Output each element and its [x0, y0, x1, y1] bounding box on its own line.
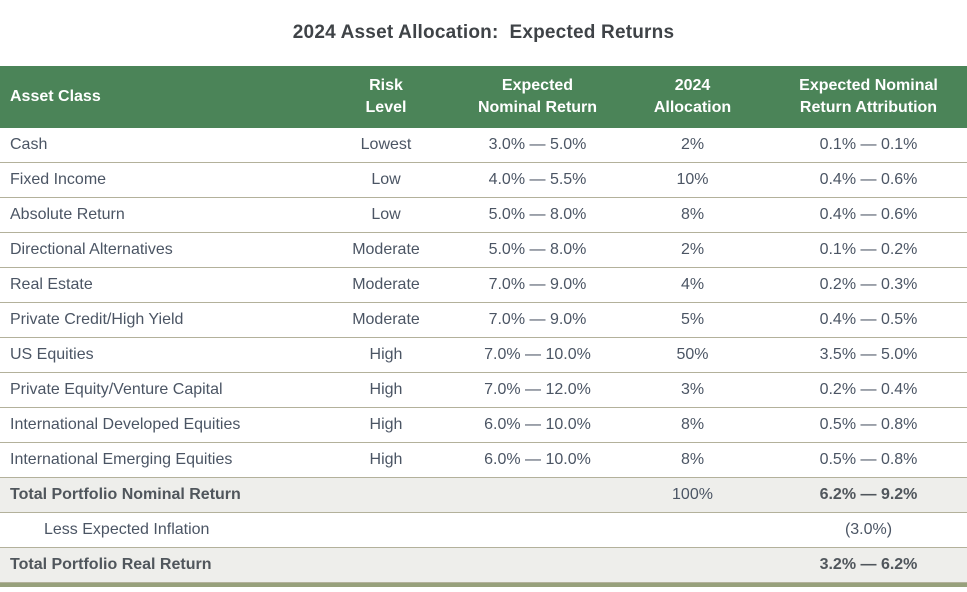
less-expected-inflation-row: Less Expected Inflation (3.0%) — [0, 512, 967, 548]
expected-return-cell: 6.0% — 10.0% — [460, 407, 615, 443]
risk-level-cell: Moderate — [312, 267, 460, 303]
allocation-cell: 10% — [615, 162, 770, 198]
asset-class-cell: Directional Alternatives — [0, 232, 312, 268]
attribution-cell: 0.5% — 0.8% — [770, 407, 967, 443]
expected-return-cell: 7.0% — 12.0% — [460, 372, 615, 408]
summary-label: Total Portfolio Real Return — [0, 547, 615, 583]
expected-return-cell: 5.0% — 8.0% — [460, 232, 615, 268]
expected-return-cell: 7.0% — 9.0% — [460, 302, 615, 338]
summary-label: Total Portfolio Nominal Return — [0, 477, 615, 513]
allocation-cell: 2% — [615, 232, 770, 268]
table-row: Fixed Income Low 4.0% — 5.5% 10% 0.4% — … — [0, 162, 967, 198]
col-header-asset-class: Asset Class — [0, 66, 312, 128]
bottom-accent-bar — [0, 583, 967, 587]
attribution-cell: 0.2% — 0.4% — [770, 372, 967, 408]
table-row: International Emerging Equities High 6.0… — [0, 442, 967, 478]
allocation-cell: 50% — [615, 337, 770, 373]
asset-class-cell: International Emerging Equities — [0, 442, 312, 478]
allocation-cell — [615, 512, 770, 548]
total-nominal-return-row: Total Portfolio Nominal Return 100% 6.2%… — [0, 477, 967, 513]
attribution-cell: 0.4% — 0.5% — [770, 302, 967, 338]
allocation-cell: 2% — [615, 128, 770, 163]
allocation-cell: 8% — [615, 197, 770, 233]
attribution-cell: 0.4% — 0.6% — [770, 197, 967, 233]
asset-class-cell: Private Equity/Venture Capital — [0, 372, 312, 408]
risk-level-cell: High — [312, 337, 460, 373]
col-header-expected-nominal-return: Expected Nominal Return — [460, 66, 615, 128]
allocation-cell — [615, 547, 770, 583]
risk-level-cell: High — [312, 372, 460, 408]
risk-level-cell: High — [312, 442, 460, 478]
table-row: Cash Lowest 3.0% — 5.0% 2% 0.1% — 0.1% — [0, 128, 967, 163]
asset-class-cell: International Developed Equities — [0, 407, 312, 443]
asset-class-cell: Real Estate — [0, 267, 312, 303]
asset-allocation-table: Asset Class Risk Level Expected Nominal … — [0, 66, 967, 583]
attribution-cell: (3.0%) — [770, 512, 967, 548]
header-row: Asset Class Risk Level Expected Nominal … — [0, 66, 967, 128]
expected-return-cell: 7.0% — 10.0% — [460, 337, 615, 373]
table-row: Real Estate Moderate 7.0% — 9.0% 4% 0.2%… — [0, 267, 967, 303]
col-header-2024-allocation: 2024 Allocation — [615, 66, 770, 128]
table-row: Private Equity/Venture Capital High 7.0%… — [0, 372, 967, 408]
total-real-return-row: Total Portfolio Real Return 3.2% — 6.2% — [0, 547, 967, 583]
allocation-cell: 100% — [615, 477, 770, 513]
expected-return-cell: 4.0% — 5.5% — [460, 162, 615, 198]
asset-class-cell: Private Credit/High Yield — [0, 302, 312, 338]
page-title: 2024 Asset Allocation: Expected Returns — [292, 22, 675, 43]
attribution-cell: 3.2% — 6.2% — [770, 547, 967, 583]
risk-level-cell: Lowest — [312, 128, 460, 163]
expected-return-cell: 6.0% — 10.0% — [460, 442, 615, 478]
risk-level-cell: Low — [312, 197, 460, 233]
table-row: Directional Alternatives Moderate 5.0% —… — [0, 232, 967, 268]
attribution-cell: 0.1% — 0.2% — [770, 232, 967, 268]
table-row: International Developed Equities High 6.… — [0, 407, 967, 443]
asset-class-cell: Fixed Income — [0, 162, 312, 198]
expected-return-cell: 3.0% — 5.0% — [460, 128, 615, 163]
allocation-cell: 3% — [615, 372, 770, 408]
table-row: Private Credit/High Yield Moderate 7.0% … — [0, 302, 967, 338]
col-header-return-attribution: Expected Nominal Return Attribution — [770, 66, 967, 128]
summary-label: Less Expected Inflation — [0, 512, 615, 548]
asset-class-cell: Cash — [0, 128, 312, 163]
attribution-cell: 0.4% — 0.6% — [770, 162, 967, 198]
risk-level-cell: Moderate — [312, 302, 460, 338]
risk-level-cell: Moderate — [312, 232, 460, 268]
risk-level-cell: High — [312, 407, 460, 443]
attribution-cell: 6.2% — 9.2% — [770, 477, 967, 513]
table-header: Asset Class Risk Level Expected Nominal … — [0, 66, 967, 128]
expected-return-cell: 5.0% — 8.0% — [460, 197, 615, 233]
allocation-cell: 5% — [615, 302, 770, 338]
allocation-cell: 8% — [615, 442, 770, 478]
table-row: Absolute Return Low 5.0% — 8.0% 8% 0.4% … — [0, 197, 967, 233]
table-row: US Equities High 7.0% — 10.0% 50% 3.5% —… — [0, 337, 967, 373]
attribution-cell: 0.1% — 0.1% — [770, 128, 967, 163]
asset-class-cell: US Equities — [0, 337, 312, 373]
attribution-cell: 0.5% — 0.8% — [770, 442, 967, 478]
expected-return-cell: 7.0% — 9.0% — [460, 267, 615, 303]
risk-level-cell: Low — [312, 162, 460, 198]
allocation-cell: 8% — [615, 407, 770, 443]
title-bar: 2024 Asset Allocation: Expected Returns — [0, 0, 967, 66]
attribution-cell: 3.5% — 5.0% — [770, 337, 967, 373]
allocation-cell: 4% — [615, 267, 770, 303]
col-header-risk-level: Risk Level — [312, 66, 460, 128]
attribution-cell: 0.2% — 0.3% — [770, 267, 967, 303]
table-body: Cash Lowest 3.0% — 5.0% 2% 0.1% — 0.1% F… — [0, 128, 967, 583]
asset-class-cell: Absolute Return — [0, 197, 312, 233]
